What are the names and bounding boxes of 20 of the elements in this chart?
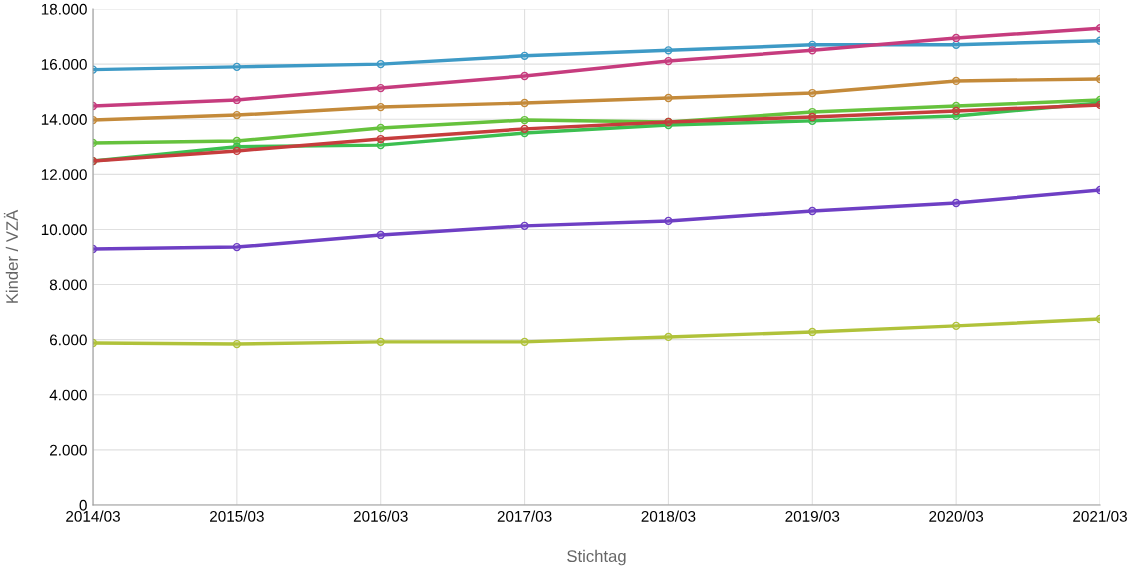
y-tick-label: 6.000 bbox=[49, 334, 87, 346]
y-tick-label: 14.000 bbox=[41, 114, 87, 125]
x-tick-label: 2018/03 bbox=[641, 510, 696, 522]
x-tick-label: 2017/03 bbox=[497, 510, 552, 522]
y-tick-label: 16.000 bbox=[41, 58, 87, 70]
x-tick-label: 2016/03 bbox=[353, 510, 408, 522]
y-tick-label: 2.000 bbox=[49, 444, 87, 456]
x-tick-label: 2020/03 bbox=[929, 510, 984, 522]
y-tick-label: 18.000 bbox=[41, 3, 87, 15]
y-tick-label: 8.000 bbox=[49, 279, 87, 291]
y-tick-label: 4.000 bbox=[49, 389, 87, 401]
x-tick-label: 2014/03 bbox=[66, 510, 120, 522]
x-tick-label: 2019/03 bbox=[785, 510, 840, 522]
x-tick-label: 2021/03 bbox=[1073, 510, 1127, 522]
y-axis-title: Kinder / VZÄ bbox=[3, 209, 18, 303]
y-tick-label: 0 bbox=[79, 499, 87, 511]
y-tick-label: 10.000 bbox=[41, 224, 87, 236]
x-tick-label: 2015/03 bbox=[210, 510, 264, 522]
y-tick-label: 12.000 bbox=[41, 169, 87, 181]
x-axis-title: Stichtag bbox=[567, 549, 626, 566]
